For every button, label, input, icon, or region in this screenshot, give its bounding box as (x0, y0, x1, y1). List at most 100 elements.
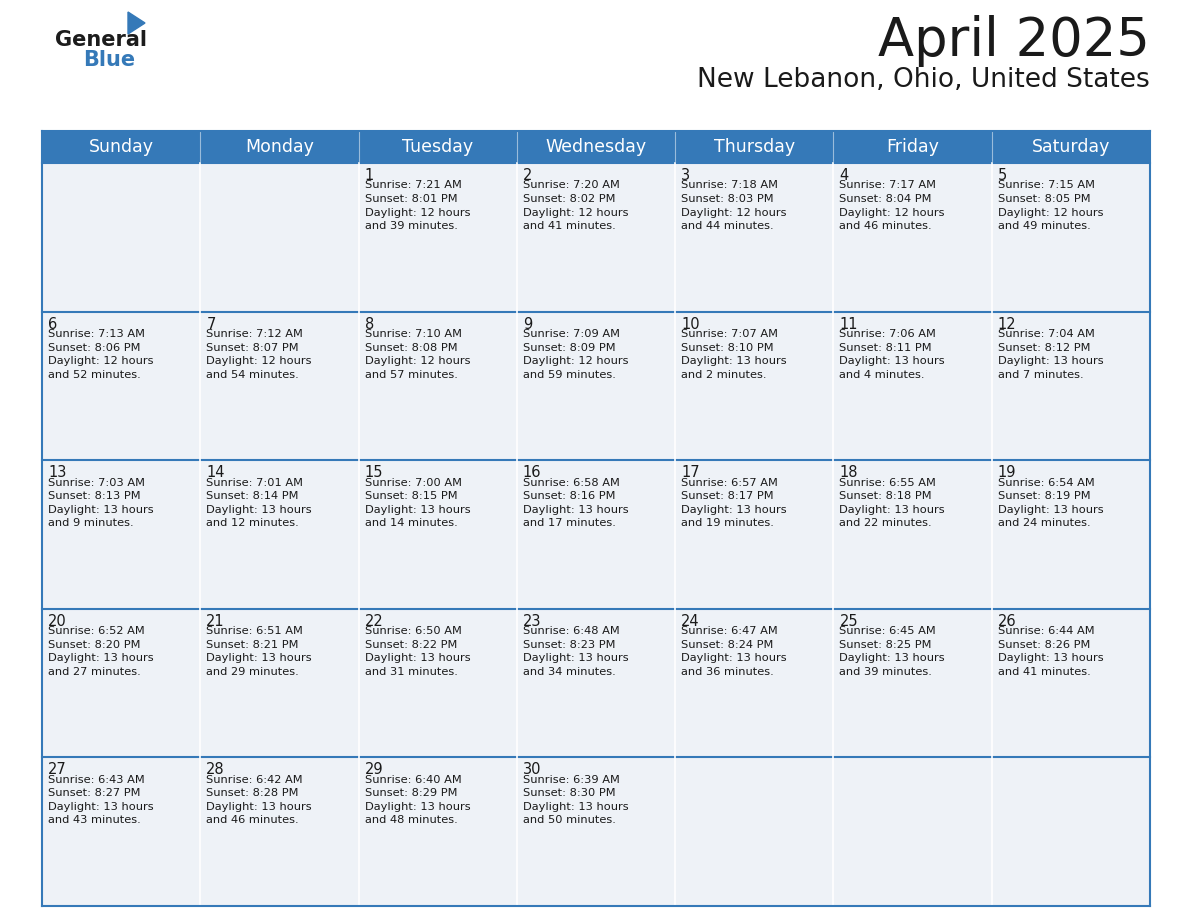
Text: Sunset: 8:06 PM: Sunset: 8:06 PM (48, 342, 140, 353)
Text: Daylight: 13 hours: Daylight: 13 hours (681, 654, 786, 664)
Text: Sunset: 8:15 PM: Sunset: 8:15 PM (365, 491, 457, 501)
Text: and 34 minutes.: and 34 minutes. (523, 666, 615, 677)
Text: Daylight: 12 hours: Daylight: 12 hours (207, 356, 311, 366)
Text: 2: 2 (523, 168, 532, 183)
Text: 27: 27 (48, 763, 67, 778)
Text: Sunset: 8:13 PM: Sunset: 8:13 PM (48, 491, 140, 501)
Text: Sunset: 8:14 PM: Sunset: 8:14 PM (207, 491, 299, 501)
Text: Sunrise: 6:47 AM: Sunrise: 6:47 AM (681, 626, 778, 636)
Text: 25: 25 (840, 614, 858, 629)
Text: and 43 minutes.: and 43 minutes. (48, 815, 140, 825)
Text: Sunrise: 7:09 AM: Sunrise: 7:09 AM (523, 329, 620, 339)
Text: 10: 10 (681, 317, 700, 331)
Text: Sunset: 8:24 PM: Sunset: 8:24 PM (681, 640, 773, 650)
Text: Sunset: 8:28 PM: Sunset: 8:28 PM (207, 789, 299, 799)
Text: Sunrise: 7:18 AM: Sunrise: 7:18 AM (681, 181, 778, 191)
Text: Sunrise: 7:10 AM: Sunrise: 7:10 AM (365, 329, 462, 339)
Text: Sunset: 8:29 PM: Sunset: 8:29 PM (365, 789, 457, 799)
Text: Sunrise: 6:50 AM: Sunrise: 6:50 AM (365, 626, 461, 636)
Text: Daylight: 13 hours: Daylight: 13 hours (48, 505, 153, 515)
Text: Daylight: 13 hours: Daylight: 13 hours (681, 505, 786, 515)
Bar (834, 609, 992, 757)
Text: Daylight: 13 hours: Daylight: 13 hours (523, 654, 628, 664)
Bar (834, 311, 992, 460)
Text: 5: 5 (998, 168, 1007, 183)
Text: 14: 14 (207, 465, 225, 480)
Text: 15: 15 (365, 465, 383, 480)
Text: 1: 1 (365, 168, 374, 183)
Text: and 31 minutes.: and 31 minutes. (365, 666, 457, 677)
Text: Daylight: 12 hours: Daylight: 12 hours (840, 207, 944, 218)
Bar (359, 609, 517, 757)
Text: Daylight: 12 hours: Daylight: 12 hours (365, 356, 470, 366)
Text: 3: 3 (681, 168, 690, 183)
Text: Sunrise: 7:21 AM: Sunrise: 7:21 AM (365, 181, 461, 191)
Text: Sunset: 8:03 PM: Sunset: 8:03 PM (681, 194, 773, 204)
Text: Sunrise: 7:20 AM: Sunrise: 7:20 AM (523, 181, 620, 191)
Bar (42, 609, 201, 757)
Text: Daylight: 13 hours: Daylight: 13 hours (365, 802, 470, 812)
Text: Sunrise: 7:17 AM: Sunrise: 7:17 AM (840, 181, 936, 191)
Text: 6: 6 (48, 317, 57, 331)
Text: and 17 minutes.: and 17 minutes. (523, 518, 615, 528)
Text: Wednesday: Wednesday (545, 138, 646, 156)
Bar (42, 163, 201, 311)
Text: 9: 9 (523, 317, 532, 331)
Text: and 27 minutes.: and 27 minutes. (48, 666, 140, 677)
Text: Sunrise: 6:48 AM: Sunrise: 6:48 AM (523, 626, 620, 636)
Text: 13: 13 (48, 465, 67, 480)
Bar (517, 609, 675, 757)
Bar (42, 131, 1150, 163)
Text: Sunrise: 6:55 AM: Sunrise: 6:55 AM (840, 477, 936, 487)
Text: Saturday: Saturday (1031, 138, 1110, 156)
Text: Sunrise: 6:40 AM: Sunrise: 6:40 AM (365, 775, 461, 785)
Text: Sunset: 8:08 PM: Sunset: 8:08 PM (365, 342, 457, 353)
Text: Monday: Monday (245, 138, 314, 156)
Text: and 46 minutes.: and 46 minutes. (840, 221, 933, 231)
Text: Daylight: 13 hours: Daylight: 13 hours (523, 802, 628, 812)
Bar (201, 163, 359, 311)
Text: Sunset: 8:17 PM: Sunset: 8:17 PM (681, 491, 773, 501)
Text: and 24 minutes.: and 24 minutes. (998, 518, 1091, 528)
Text: and 7 minutes.: and 7 minutes. (998, 370, 1083, 380)
Text: Daylight: 13 hours: Daylight: 13 hours (998, 356, 1104, 366)
Text: Sunset: 8:20 PM: Sunset: 8:20 PM (48, 640, 140, 650)
Text: Sunset: 8:22 PM: Sunset: 8:22 PM (365, 640, 457, 650)
Text: Daylight: 13 hours: Daylight: 13 hours (840, 505, 944, 515)
Bar (992, 163, 1150, 311)
Bar (201, 311, 359, 460)
Text: and 57 minutes.: and 57 minutes. (365, 370, 457, 380)
Text: General: General (55, 30, 147, 50)
Text: and 39 minutes.: and 39 minutes. (840, 666, 933, 677)
Text: Sunrise: 6:44 AM: Sunrise: 6:44 AM (998, 626, 1094, 636)
Text: and 52 minutes.: and 52 minutes. (48, 370, 140, 380)
Bar (201, 757, 359, 906)
Text: and 46 minutes.: and 46 minutes. (207, 815, 299, 825)
Text: and 41 minutes.: and 41 minutes. (998, 666, 1091, 677)
Text: 29: 29 (365, 763, 384, 778)
Text: and 59 minutes.: and 59 minutes. (523, 370, 615, 380)
Text: 24: 24 (681, 614, 700, 629)
Text: 7: 7 (207, 317, 216, 331)
Bar (675, 311, 834, 460)
Text: Sunrise: 7:15 AM: Sunrise: 7:15 AM (998, 181, 1094, 191)
Text: Daylight: 13 hours: Daylight: 13 hours (840, 356, 944, 366)
Bar (675, 163, 834, 311)
Text: Sunrise: 6:42 AM: Sunrise: 6:42 AM (207, 775, 303, 785)
Text: Daylight: 12 hours: Daylight: 12 hours (998, 207, 1104, 218)
Bar (201, 609, 359, 757)
Bar (517, 163, 675, 311)
Bar (42, 460, 201, 609)
Text: Sunrise: 6:57 AM: Sunrise: 6:57 AM (681, 477, 778, 487)
Text: and 44 minutes.: and 44 minutes. (681, 221, 773, 231)
Text: 22: 22 (365, 614, 384, 629)
Text: 12: 12 (998, 317, 1017, 331)
Text: Sunrise: 7:06 AM: Sunrise: 7:06 AM (840, 329, 936, 339)
Text: Sunset: 8:09 PM: Sunset: 8:09 PM (523, 342, 615, 353)
Bar (834, 757, 992, 906)
Bar (42, 757, 201, 906)
Text: 8: 8 (365, 317, 374, 331)
Text: 4: 4 (840, 168, 848, 183)
Text: Sunrise: 6:52 AM: Sunrise: 6:52 AM (48, 626, 145, 636)
Text: Tuesday: Tuesday (403, 138, 473, 156)
